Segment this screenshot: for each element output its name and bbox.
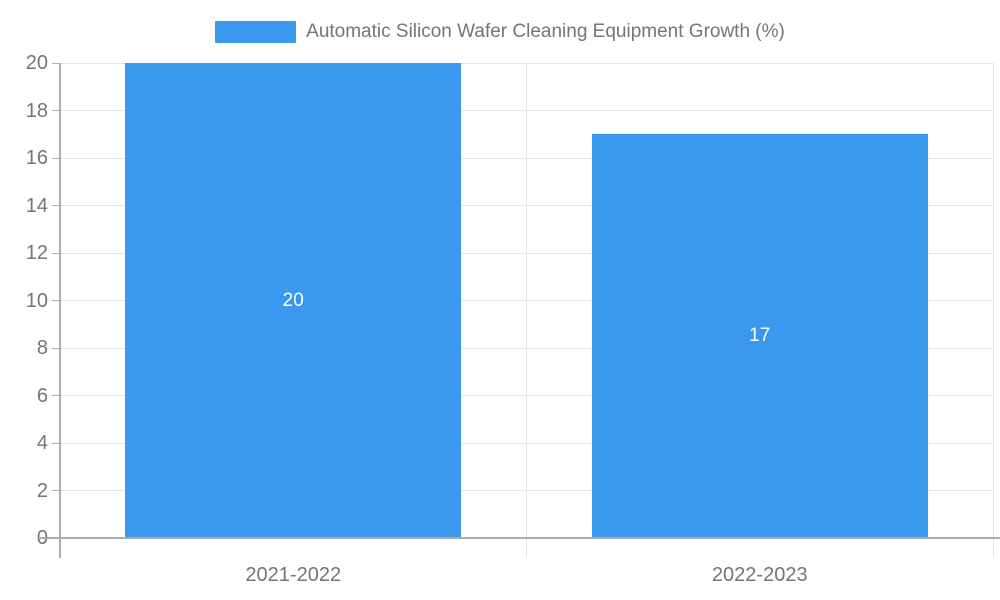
bar-value-label-2022-2023: 17 [749,325,771,347]
y-axis-tick-20 [52,62,60,64]
y-axis-tick-18 [52,110,60,111]
y-tick-label-2: 2 [36,479,48,502]
y-tick-label-8: 8 [36,337,48,359]
y-tick-label-18: 18 [25,99,48,122]
bar-2022-2023[interactable]: 17 [591,134,928,538]
bar-2021-2022[interactable]: 20 [125,63,462,538]
y-tick-label-16: 16 [25,147,48,169]
y-axis-tick-4 [52,442,60,444]
y-tick-label-20: 20 [25,52,48,74]
x-tick-label-2021-2022: 2021-2022 [245,564,342,586]
y-axis-tick-2 [52,490,60,491]
y-axis-tick-6 [52,395,60,396]
legend-swatch[interactable] [215,21,297,43]
y-tick-label-14: 14 [25,194,48,217]
y-axis-tick-14 [52,205,60,206]
x-tick-label-2022-2023: 2022-2023 [711,564,808,586]
y-axis-line [59,63,61,558]
y-axis-tick-10 [52,300,60,301]
legend-label[interactable]: Automatic Silicon Wafer Cleaning Equipme… [306,21,785,42]
y-axis-tick-12 [52,252,60,254]
y-tick-label-6: 6 [36,384,48,407]
legend[interactable]: Automatic Silicon Wafer Cleaning Equipme… [0,20,1000,44]
gridline-x-boundary-1 [526,63,527,558]
bar-value-label-2021-2022: 20 [282,289,304,311]
y-axis-tick-8 [52,347,60,349]
y-tick-label-12: 12 [25,242,48,264]
y-tick-label-10: 10 [25,289,48,312]
y-axis-tick-16 [52,157,60,159]
gridline-x-boundary-2 [992,63,994,558]
y-tick-label-4: 4 [36,432,48,454]
x-axis-line [40,537,1000,539]
